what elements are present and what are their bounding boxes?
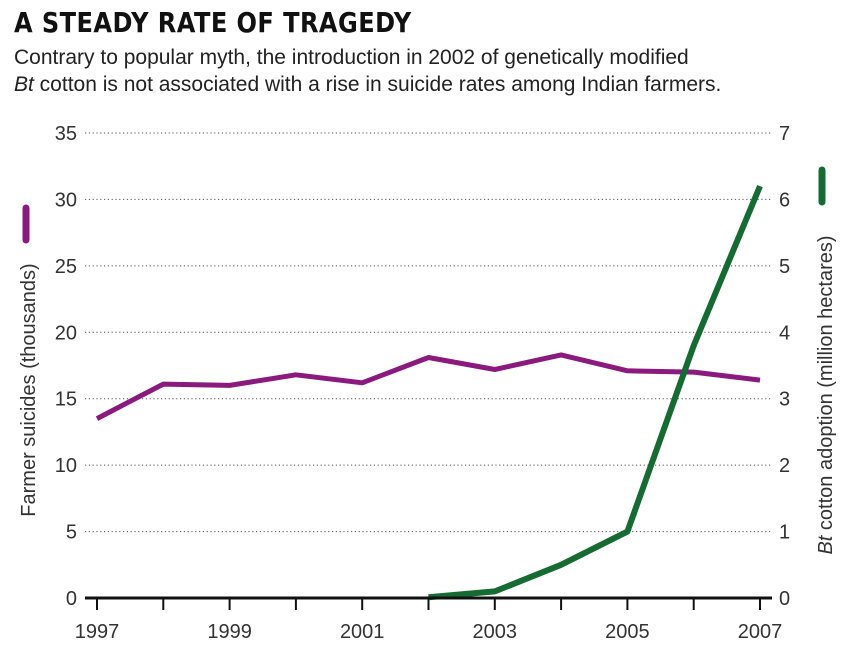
left-tick-label: 25 [55,256,77,278]
right-axis-title-italic: Bt [815,534,837,554]
x-tick-label: 1997 [75,621,120,643]
right-axis-title-rest: cotton adoption (million hectares) [815,235,837,535]
subtitle-line-2-rest: cotton is not associated with a rise in … [33,73,722,96]
left-tick-label: 10 [55,455,77,477]
right-tick-label: 3 [779,389,790,411]
left-tick-label: 5 [66,522,77,544]
series-layer [95,184,763,601]
right-axis-ticks: 0 1 2 3 4 5 6 7 [779,123,790,610]
right-tick-label: 7 [779,123,790,145]
left-tick-label: 0 [66,588,77,610]
subtitle-bt-italic: Bt [14,73,34,96]
suicides-series-line [95,352,761,421]
subtitle-line-1: Contrary to popular myth, the introducti… [14,46,689,69]
x-tick-label: 2001 [340,621,385,643]
gridlines [85,132,772,533]
right-tick-label: 0 [779,588,790,610]
x-tick-label: 1999 [207,621,252,643]
left-tick-label: 15 [55,389,77,411]
left-tick-label: 20 [55,322,77,344]
left-tick-label: 30 [55,189,77,211]
bt-cotton-series-line [428,184,763,601]
left-axis-title: Farmer suicides (thousands) [18,263,40,516]
left-tick-label: 35 [55,123,77,145]
chart-title: A STEADY RATE OF TRAGEDY [14,6,412,39]
x-tick-label: 2007 [738,621,783,643]
right-axis-title: Bt cotton adoption (million hectares) [815,235,837,554]
x-tick-label: 2005 [605,621,650,643]
x-tick-label: 2003 [473,621,518,643]
left-axis-ticks: 0 5 10 15 20 25 30 35 [55,123,77,610]
right-tick-label: 6 [779,189,790,211]
right-tick-label: 1 [779,522,790,544]
right-tick-label: 5 [779,256,790,278]
right-tick-label: 2 [779,455,790,477]
subtitle-line-2: Bt cotton is not associated with a rise … [14,71,814,98]
chart-subtitle: Contrary to popular myth, the introducti… [14,44,814,98]
right-tick-label: 4 [779,322,790,344]
x-axis-ticks: 1997 1999 2001 2003 2005 2007 [75,598,783,643]
